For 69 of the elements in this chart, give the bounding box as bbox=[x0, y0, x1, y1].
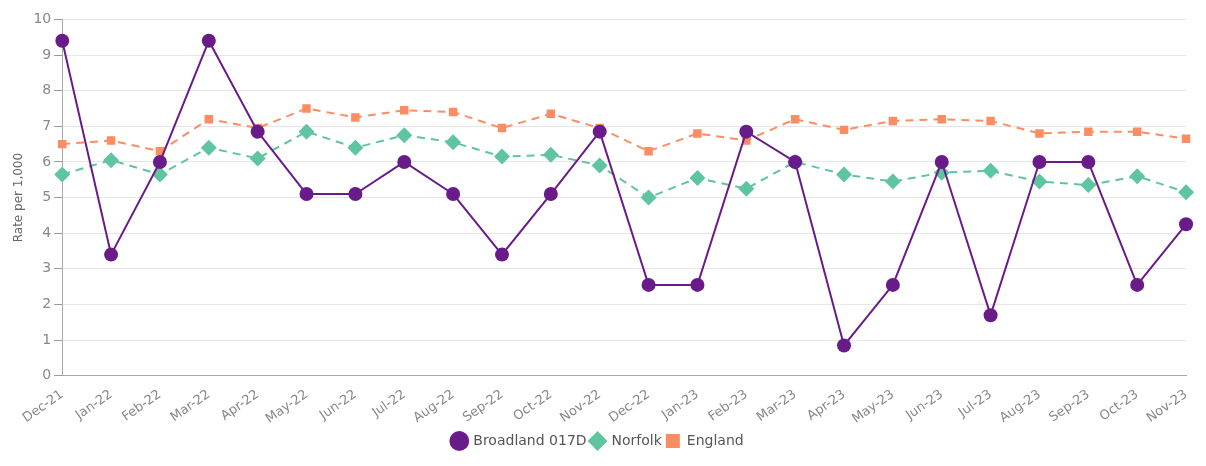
point bbox=[937, 114, 946, 124]
point bbox=[54, 166, 71, 183]
point bbox=[397, 154, 412, 169]
point bbox=[543, 187, 558, 202]
point bbox=[1081, 154, 1096, 169]
point bbox=[249, 150, 266, 167]
point bbox=[446, 187, 461, 202]
point bbox=[351, 113, 360, 122]
point bbox=[1179, 217, 1194, 232]
point bbox=[591, 157, 608, 174]
point bbox=[103, 152, 120, 169]
point bbox=[400, 106, 409, 115]
point bbox=[1032, 154, 1047, 169]
y-tick-label: 10 bbox=[33, 10, 52, 27]
point bbox=[152, 154, 167, 169]
point bbox=[739, 124, 754, 139]
y-tick-label: 9 bbox=[42, 45, 52, 62]
point bbox=[106, 136, 116, 145]
legend-label: Norfolk bbox=[611, 431, 663, 448]
point bbox=[885, 277, 900, 292]
point bbox=[836, 166, 853, 183]
point bbox=[445, 134, 462, 151]
point bbox=[302, 104, 311, 113]
point bbox=[884, 173, 901, 190]
point bbox=[644, 147, 653, 156]
point bbox=[1178, 184, 1195, 201]
point bbox=[396, 127, 413, 144]
point bbox=[934, 154, 949, 169]
point bbox=[201, 33, 216, 48]
point bbox=[983, 308, 998, 323]
point bbox=[299, 187, 314, 202]
y-tick-label: 3 bbox=[42, 259, 52, 276]
point bbox=[104, 247, 119, 262]
point bbox=[1035, 129, 1044, 138]
y-tick-label: 8 bbox=[42, 81, 52, 98]
y-tick-label: 7 bbox=[42, 116, 52, 133]
point bbox=[640, 189, 657, 206]
point bbox=[348, 187, 363, 202]
point bbox=[1132, 127, 1142, 136]
legend-label: Broadland 017D bbox=[473, 431, 587, 448]
point bbox=[689, 169, 706, 186]
point bbox=[1129, 168, 1146, 185]
y-tick-label: 5 bbox=[42, 188, 52, 205]
point bbox=[55, 33, 70, 48]
y-tick-label: 4 bbox=[42, 223, 52, 240]
point bbox=[837, 338, 852, 353]
point bbox=[693, 129, 702, 138]
point bbox=[347, 139, 364, 156]
point bbox=[690, 277, 705, 292]
point bbox=[493, 148, 510, 165]
y-tick-label: 0 bbox=[42, 366, 52, 383]
y-tick-label: 2 bbox=[42, 295, 52, 312]
point bbox=[592, 124, 607, 139]
point bbox=[298, 123, 315, 140]
y-tick-label: 6 bbox=[42, 152, 52, 169]
point bbox=[1130, 277, 1145, 292]
point bbox=[542, 146, 559, 163]
point bbox=[200, 139, 217, 156]
point bbox=[250, 124, 265, 139]
point bbox=[738, 180, 755, 197]
point bbox=[1080, 177, 1097, 194]
point bbox=[986, 116, 995, 126]
y-axis-title: Rate per 1,000 bbox=[11, 152, 26, 243]
legend-label: England bbox=[686, 431, 744, 448]
point bbox=[641, 277, 656, 292]
point bbox=[494, 247, 509, 262]
point bbox=[982, 162, 999, 179]
y-tick-label: 1 bbox=[42, 330, 52, 347]
point bbox=[1084, 127, 1093, 136]
